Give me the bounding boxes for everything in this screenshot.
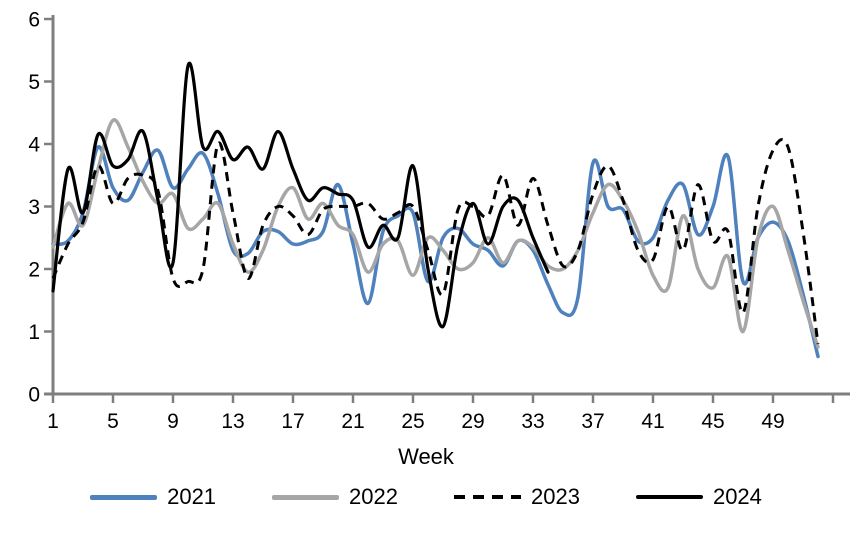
legend-label-2024: 2024 [712, 484, 762, 509]
legend-label-2021: 2021 [167, 484, 217, 509]
legend-item-2023: 2023 [454, 486, 580, 508]
x-tick-label: 5 [107, 410, 119, 433]
x-tick-label: 49 [761, 410, 784, 433]
y-tick-label: 4 [28, 134, 40, 157]
series-line-2021 [51, 145, 820, 359]
x-tick-label: 33 [521, 410, 544, 433]
x-tick-label: 1 [47, 410, 59, 433]
x-tick-label: 13 [221, 410, 244, 433]
x-tick-label: 45 [701, 410, 724, 433]
legend-label-2023: 2023 [531, 484, 580, 509]
x-tick-label: 17 [281, 410, 304, 433]
legend: 2021 2022 2023 2024 [0, 486, 852, 508]
legend-label-2022: 2022 [349, 484, 398, 509]
x-tick-label: 37 [581, 410, 604, 433]
x-tick-label: 29 [461, 410, 484, 433]
legend-line-2021-icon [90, 494, 158, 500]
x-tick-label: 9 [167, 410, 179, 433]
y-tick-label: 3 [28, 196, 40, 219]
legend-line-2022-icon [272, 494, 340, 500]
y-tick-label: 0 [28, 384, 40, 407]
y-tick-label: 5 [28, 71, 40, 94]
legend-item-2022: 2022 [272, 486, 398, 508]
series-line-2022 [51, 118, 820, 349]
series-line-2023 [51, 138, 820, 345]
x-tick-label: 41 [641, 410, 664, 433]
y-tick-label: 6 [28, 9, 40, 32]
legend-line-2024-icon [635, 495, 703, 499]
series-line-2024 [51, 61, 550, 329]
legend-item-2024: 2024 [635, 484, 762, 509]
legend-line-2023-icon [454, 495, 521, 499]
legend-item-2021: 2021 [90, 486, 216, 508]
x-tick-label: 25 [401, 410, 424, 433]
x-axis-title: Week [398, 444, 454, 469]
x-tick-label: 21 [341, 410, 364, 433]
y-tick-label: 1 [28, 321, 40, 344]
y-tick-label: 2 [28, 259, 40, 282]
